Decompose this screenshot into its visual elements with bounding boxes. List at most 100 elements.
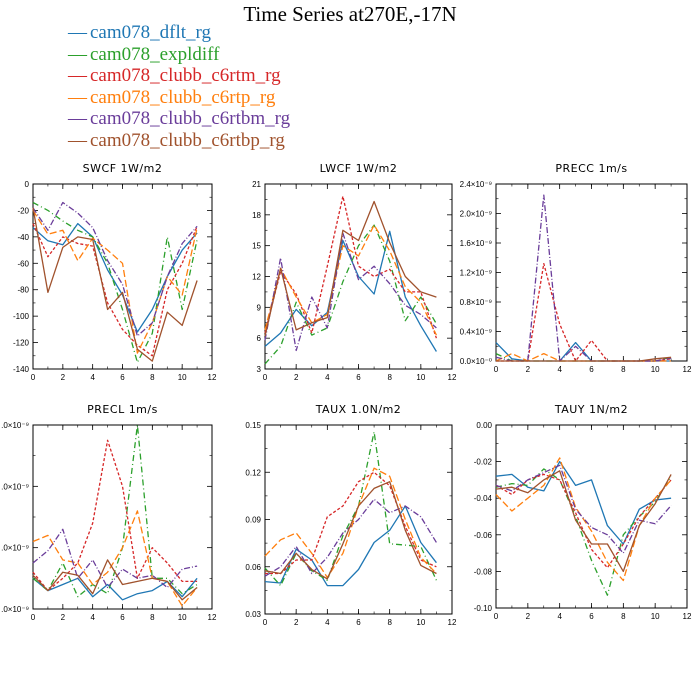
x-tick-label: 0 bbox=[31, 613, 36, 622]
x-tick-label: 2 bbox=[294, 373, 299, 382]
series-line-cam078_clubb_c6rtbm_rg bbox=[495, 194, 672, 362]
series-line-cam078_clubb_c6rtm_rg bbox=[495, 473, 672, 569]
x-tick-label: 6 bbox=[589, 612, 594, 621]
series-line-cam078_dflt_rg bbox=[264, 505, 437, 587]
y-tick-label: 0.0×10⁻⁰ bbox=[460, 357, 492, 366]
y-tick-label: -0.10 bbox=[474, 604, 493, 613]
y-tick-label: 12 bbox=[252, 273, 261, 282]
y-tick-label: -100 bbox=[13, 312, 30, 321]
panel-title: TAUX 1.0N/m2 bbox=[315, 403, 402, 416]
y-tick-label: -80 bbox=[17, 286, 29, 295]
series-line-cam078_clubb_c6rtm_rg bbox=[32, 223, 198, 357]
x-tick-label: 6 bbox=[589, 365, 594, 374]
x-tick-label: 0 bbox=[31, 373, 36, 382]
y-tick-label: 3 bbox=[257, 365, 262, 374]
series-line-cam078_clubb_c6rtbp_rg bbox=[32, 559, 198, 601]
legend-label: cam078_clubb_c6rtm_rg bbox=[90, 65, 281, 86]
plot-frame bbox=[495, 183, 688, 362]
series-line-cam078_expldiff bbox=[264, 431, 437, 587]
y-tick-label: 0.00 bbox=[476, 421, 492, 430]
legend-label: cam078_expldiff bbox=[90, 43, 220, 65]
x-tick-label: 4 bbox=[557, 612, 562, 621]
figure-title: Time Series at270E,-17N bbox=[243, 2, 457, 26]
y-tick-label: 0.03 bbox=[245, 610, 261, 619]
y-tick-label: 0 bbox=[25, 180, 30, 189]
legend-label: cam078_clubb_c6rtbm_rg bbox=[90, 108, 291, 129]
y-tick-label: -0.08 bbox=[474, 567, 493, 576]
x-tick-label: 4 bbox=[325, 618, 330, 627]
x-tick-label: 12 bbox=[683, 612, 692, 621]
y-tick-label: 15 bbox=[252, 242, 261, 251]
y-tick-label: 0.8×10⁻⁹ bbox=[460, 298, 492, 307]
series-line-cam078_clubb_c6rtbm_rg bbox=[32, 201, 198, 337]
y-tick-label: 2.4×10⁻⁹ bbox=[460, 180, 492, 189]
x-tick-label: 8 bbox=[150, 373, 155, 382]
y-tick-label: -140 bbox=[13, 365, 30, 374]
x-tick-label: 12 bbox=[448, 373, 457, 382]
y-tick-label: 0.06 bbox=[245, 563, 261, 572]
plot-frame bbox=[32, 183, 213, 370]
y-tick-label: 2.0×10⁻⁹ bbox=[460, 210, 492, 219]
series-line-cam078_clubb_c6rtbm_rg bbox=[495, 464, 672, 554]
x-tick-label: 0 bbox=[263, 373, 268, 382]
x-tick-label: 0 bbox=[263, 618, 268, 627]
series-line-cam078_clubb_c6rtbp_rg bbox=[264, 481, 437, 580]
y-tick-label: 0.4×10⁻⁹ bbox=[460, 328, 492, 337]
y-tick-label: -0.06 bbox=[474, 531, 493, 540]
x-tick-label: 4 bbox=[90, 613, 95, 622]
chart-panel-2: LWCF 1W/m2 0 2 4 6 8 10 12 3 6 9 12 15 18 21 bbox=[252, 162, 457, 382]
panel-title: PRECC 1m/s bbox=[555, 162, 627, 175]
chart-panel-4: PRECL 1m/s 0 2 4 6 8 10 12 .0×10⁻⁹ .0×10⁻⁹ .0×10⁻⁹… bbox=[1, 403, 217, 622]
series-line-cam078_clubb_c6rtbp_rg bbox=[495, 470, 672, 573]
x-tick-label: 6 bbox=[120, 373, 125, 382]
chart-panel-1: SWCF 1W/m2 0 2 4 6 8 10 12 -140 -120 -100 -80 -60 -40… bbox=[13, 162, 217, 382]
series-line-cam078_clubb_c6rtm_rg bbox=[32, 439, 198, 592]
x-tick-label: 10 bbox=[651, 612, 660, 621]
x-tick-label: 12 bbox=[208, 373, 217, 382]
x-tick-label: 6 bbox=[356, 373, 361, 382]
legend-item-5: cam078_clubb_c6rtbm_rg bbox=[68, 108, 290, 130]
x-tick-label: 12 bbox=[448, 618, 457, 627]
x-tick-label: 4 bbox=[557, 365, 562, 374]
series-line-cam078_expldiff bbox=[264, 224, 437, 365]
series-line-cam078_dflt_rg bbox=[264, 230, 437, 352]
series-line-cam078_clubb_c6rtm_rg bbox=[264, 195, 438, 339]
y-tick-label: 9 bbox=[257, 303, 262, 312]
y-tick-label: 21 bbox=[252, 180, 261, 189]
y-tick-label: 0.15 bbox=[245, 421, 261, 430]
series-line-cam078_clubb_c6rtm_rg bbox=[265, 471, 437, 575]
x-tick-label: 8 bbox=[150, 613, 155, 622]
y-tick-label: -0.02 bbox=[474, 458, 493, 467]
x-tick-label: 8 bbox=[621, 612, 626, 621]
x-tick-label: 10 bbox=[416, 373, 425, 382]
x-tick-label: 10 bbox=[416, 618, 425, 627]
y-tick-label: -120 bbox=[13, 339, 30, 348]
y-tick-label: 0.12 bbox=[245, 468, 261, 477]
plot-frame bbox=[32, 424, 213, 610]
y-tick-label: 0.09 bbox=[245, 516, 261, 525]
x-tick-label: 12 bbox=[208, 613, 217, 622]
y-tick-label: -20 bbox=[17, 206, 29, 215]
series-line-cam078_clubb_c6rtp_rg bbox=[264, 467, 437, 579]
series-line-cam078_clubb_c6rtp_rg bbox=[264, 224, 437, 336]
x-tick-label: 10 bbox=[178, 613, 187, 622]
y-tick-label: 18 bbox=[252, 211, 261, 220]
y-tick-label: .0×10⁻⁹ bbox=[1, 605, 29, 614]
x-tick-label: 8 bbox=[387, 373, 392, 382]
x-tick-label: 2 bbox=[294, 618, 299, 627]
chart-panel-5: TAUX 1.0N/m2 0 2 4 6 8 10 12 0.03 0.06 0.09 0.12 0.1… bbox=[245, 403, 457, 627]
x-tick-label: 10 bbox=[178, 373, 187, 382]
x-tick-label: 6 bbox=[120, 613, 125, 622]
x-tick-label: 10 bbox=[651, 365, 660, 374]
x-tick-label: 4 bbox=[325, 373, 330, 382]
series-line-cam078_clubb_c6rtbp_rg bbox=[496, 356, 672, 362]
panel-title: SWCF 1W/m2 bbox=[83, 162, 163, 175]
x-tick-label: 2 bbox=[61, 613, 66, 622]
series-line-cam078_clubb_c6rtbp_rg bbox=[264, 200, 437, 337]
legend-item-2: cam078_expldiff bbox=[68, 44, 290, 66]
y-tick-label: -0.04 bbox=[474, 494, 493, 503]
series-line-cam078_expldiff bbox=[32, 424, 198, 598]
y-tick-label: .0×10⁻⁹ bbox=[1, 544, 29, 553]
legend-item-6: cam078_clubb_c6rtbp_rg bbox=[68, 130, 290, 152]
